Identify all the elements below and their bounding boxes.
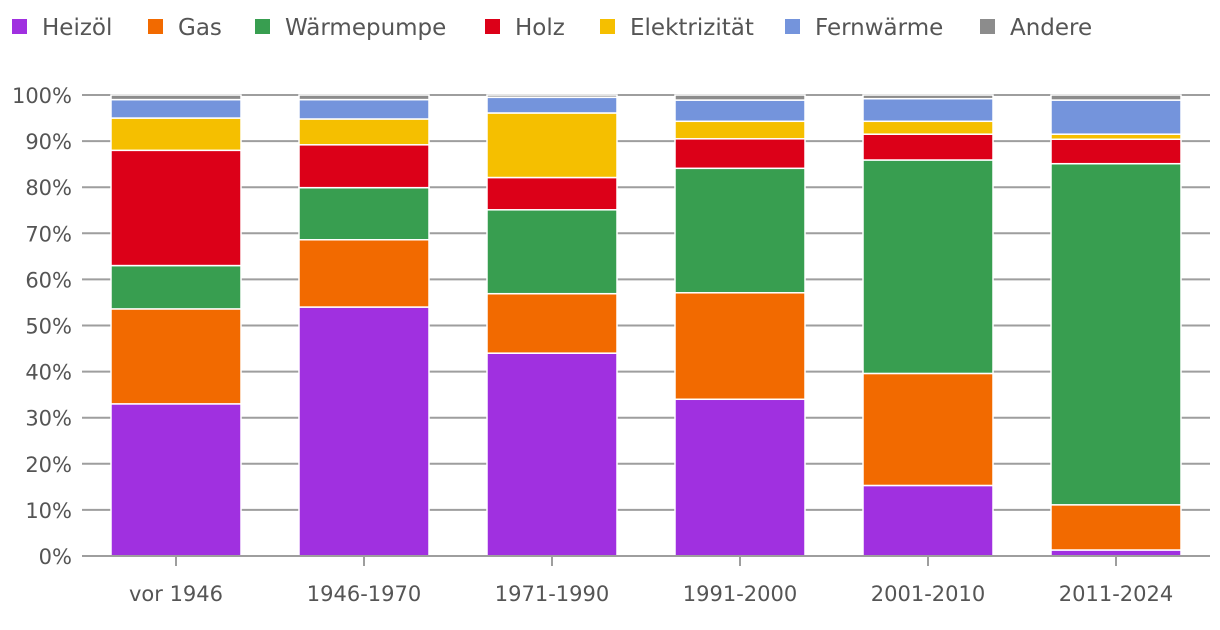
bars	[110, 94, 1182, 557]
bar-segment-elektrizitaet-2001-2010	[862, 120, 994, 135]
y-tick-label: 20%	[25, 453, 72, 477]
x-axis: vor 1946 1946-1970 1971-1990 1991-2000 2001-…	[82, 555, 1210, 606]
legend: Heizöl Gas Wärmepumpe Holz Elektrizität Fernw…	[12, 15, 1092, 41]
bar-segment-elektrizitaet-1971-1990	[486, 112, 618, 179]
x-tick-label: 2001-2010	[871, 582, 985, 606]
legend-swatch-heizoel	[12, 19, 27, 34]
bar-segment-andere-1991-2000	[674, 94, 806, 101]
y-axis: 0% 10% 20% 30% 40% 50% 60% 70% 80% 90% 100%	[12, 84, 72, 569]
y-tick-label: 70%	[25, 222, 72, 246]
y-tick-label: 90%	[25, 130, 72, 154]
legend-swatch-waermepumpe	[255, 19, 270, 34]
legend-swatch-gas	[148, 19, 163, 34]
x-tick-label: 2011-2024	[1059, 582, 1173, 606]
bar-segment-elektrizitaet-1946-1970	[298, 118, 430, 146]
bar-segment-waermepumpe-2001-2010	[862, 159, 994, 375]
y-tick-label: 60%	[25, 268, 72, 292]
y-tick-label: 10%	[25, 499, 72, 523]
legend-label-gas: Gas	[178, 15, 222, 41]
bar-segment-holz-1971-1990	[486, 176, 618, 211]
bar-segment-gas-2001-2010	[862, 372, 994, 487]
x-tick-label: 1946-1970	[307, 582, 421, 606]
y-tick-label: 30%	[25, 407, 72, 431]
bar-segment-waermepumpe-vor-1946	[110, 264, 242, 310]
bar-segment-holz-1946-1970	[298, 144, 430, 189]
bar-segment-waermepumpe-1971-1990	[486, 209, 618, 295]
bar-segment-heizoel-vor-1946	[110, 403, 242, 557]
y-tick-label: 50%	[25, 315, 72, 339]
bar-segment-waermepumpe-2011-2024	[1050, 162, 1182, 506]
legend-label-waermepumpe: Wärmepumpe	[285, 15, 446, 41]
y-tick-label: 40%	[25, 361, 72, 385]
bar-segment-elektrizitaet-vor-1946	[110, 117, 242, 152]
gridlines	[82, 94, 1210, 511]
legend-swatch-fernwaerme	[785, 19, 800, 34]
bar-segment-holz-2011-2024	[1050, 138, 1182, 165]
bar-segment-waermepumpe-1946-1970	[298, 186, 430, 241]
bar-segment-andere-1971-1990	[486, 94, 618, 99]
bar-segment-andere-vor-1946	[110, 94, 242, 101]
bar-segment-holz-1991-2000	[674, 138, 806, 170]
bar-segment-gas-1971-1990	[486, 292, 618, 354]
bar-segment-fernwaerme-1946-1970	[298, 98, 430, 120]
legend-label-andere: Andere	[1010, 15, 1092, 41]
bar-segment-gas-1991-2000	[674, 292, 806, 401]
legend-label-fernwaerme: Fernwärme	[815, 15, 943, 41]
legend-label-heizoel: Heizöl	[42, 15, 112, 41]
bar-segment-holz-2001-2010	[862, 133, 994, 161]
legend-label-holz: Holz	[515, 15, 565, 41]
legend-label-elektrizitaet: Elektrizität	[630, 15, 754, 41]
bar-segment-heizoel-1991-2000	[674, 398, 806, 557]
y-tick-label: 80%	[25, 176, 72, 200]
bar-segment-gas-1946-1970	[298, 239, 430, 308]
bar-segment-gas-vor-1946	[110, 308, 242, 405]
bar-segment-heizoel-2001-2010	[862, 484, 994, 557]
x-tick-label: vor 1946	[129, 582, 223, 606]
bar-segment-elektrizitaet-1991-2000	[674, 120, 806, 140]
bar-segment-heizoel-1971-1990	[486, 352, 618, 557]
bar-segment-andere-2001-2010	[862, 94, 994, 100]
legend-swatch-holz	[485, 19, 500, 34]
legend-swatch-andere	[980, 19, 995, 34]
bar-segment-andere-2011-2024	[1050, 94, 1182, 101]
bar-segment-fernwaerme-vor-1946	[110, 98, 242, 119]
bar-segment-fernwaerme-1991-2000	[674, 99, 806, 123]
bar-segment-fernwaerme-1971-1990	[486, 96, 618, 114]
legend-swatch-elektrizitaet	[600, 19, 615, 34]
bar-segment-waermepumpe-1991-2000	[674, 167, 806, 294]
bar-segment-fernwaerme-2001-2010	[862, 97, 994, 123]
bar-segment-elektrizitaet-2011-2024	[1050, 133, 1182, 141]
bar-segment-holz-vor-1946	[110, 149, 242, 267]
bar-segment-andere-1946-1970	[298, 94, 430, 101]
bar-segment-fernwaerme-2011-2024	[1050, 99, 1182, 135]
y-tick-label: 100%	[12, 84, 72, 108]
x-tick-label: 1971-1990	[495, 582, 609, 606]
bar-segment-heizoel-1946-1970	[298, 306, 430, 557]
x-tick-label: 1991-2000	[683, 582, 797, 606]
y-tick-label: 0%	[39, 545, 72, 569]
bar-segment-gas-2011-2024	[1050, 504, 1182, 551]
